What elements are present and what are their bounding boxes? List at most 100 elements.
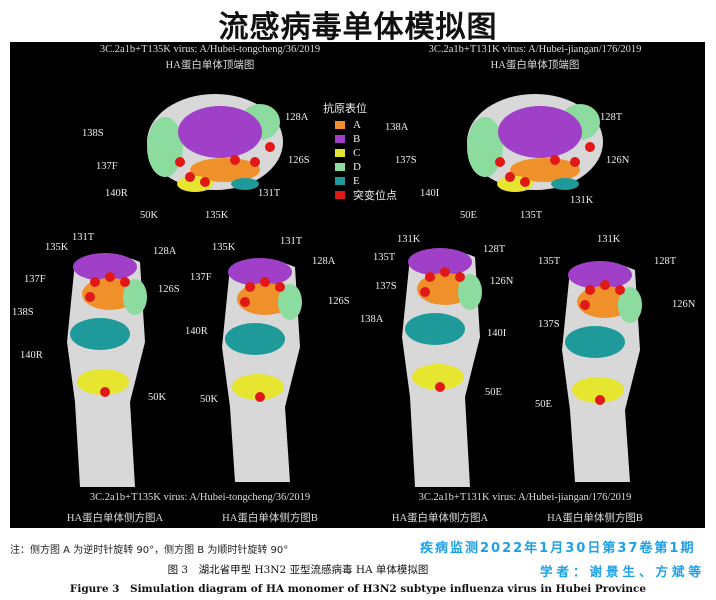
epitope-b: [178, 106, 262, 158]
legend-swatch: [335, 163, 345, 171]
mutation-site: [455, 272, 465, 282]
mutation-site: [580, 300, 590, 310]
caption-chinese: 图 3 湖北省甲型 H3N2 亚型流感病毒 HA 单体模拟图: [167, 564, 429, 576]
site-label: 131K: [397, 234, 421, 245]
epitope-e: [231, 178, 259, 190]
mutation-site: [240, 297, 250, 307]
mutation-site: [495, 157, 505, 167]
epitope-c: [572, 377, 624, 403]
mutation-site: [250, 157, 260, 167]
epitope-e: [225, 323, 285, 355]
mutation-site: [600, 280, 610, 290]
epitope-c: [232, 374, 284, 400]
epitope-e: [70, 318, 130, 350]
legend-item: 突变位点: [335, 188, 397, 202]
mutation-site: [585, 285, 595, 295]
left-side-b-title: HA蛋白单体侧方图B: [222, 513, 318, 524]
site-label: 50E: [535, 399, 552, 410]
epitope-b: [408, 248, 472, 276]
site-label: 135K: [45, 242, 69, 253]
legend-title: 抗原表位: [323, 103, 367, 115]
epitope-b: [228, 258, 292, 286]
legend-swatch: [335, 135, 345, 143]
site-label: 131T: [280, 236, 303, 247]
site-label: 126N: [490, 276, 514, 287]
site-label: 128T: [600, 112, 623, 123]
site-label: 140I: [420, 188, 440, 199]
caption-english: Figure 3 Simulation diagram of HA monome…: [69, 583, 647, 595]
epitope-d: [147, 117, 183, 177]
right-top-view-title: HA蛋白单体顶端图: [490, 60, 580, 71]
site-label: 137S: [375, 281, 397, 292]
authors-watermark: 学者：谢景生、方斌等: [540, 564, 706, 579]
mutation-site: [585, 142, 595, 152]
site-label: 50K: [140, 210, 159, 221]
site-label: 140R: [20, 350, 43, 361]
mutation-site: [615, 285, 625, 295]
legend-label: A: [353, 119, 361, 131]
mutation-site: [100, 387, 110, 397]
legend-item: C: [335, 146, 397, 160]
legend-swatch: [335, 191, 345, 199]
epitope-d: [458, 274, 482, 310]
site-label: 128T: [654, 256, 677, 267]
legend-label: C: [353, 147, 361, 159]
legend-item: D: [335, 160, 397, 174]
mutation-site: [255, 392, 265, 402]
mutation-site: [120, 277, 130, 287]
epitope-a: [510, 158, 580, 182]
mutation-site: [570, 157, 580, 167]
mutation-site: [505, 172, 515, 182]
mutation-site: [275, 282, 285, 292]
right-side-a-title: HA蛋白单体侧方图A: [391, 513, 489, 524]
mutation-site: [230, 155, 240, 165]
epitope-c: [77, 369, 129, 395]
mutation-site: [595, 395, 605, 405]
site-label: 140R: [105, 188, 128, 199]
legend-swatch: [335, 177, 345, 185]
epitope-d: [618, 287, 642, 323]
site-label: 135K: [205, 210, 229, 221]
site-label: 126S: [158, 284, 180, 295]
mutation-site: [260, 277, 270, 287]
left-virus-header: 3C.2a1b+T135K virus: A/Hubei-tongcheng/3…: [99, 44, 321, 55]
legend-label: B: [353, 133, 361, 145]
site-label: 128T: [483, 244, 506, 255]
epitope-e: [405, 313, 465, 345]
mutation-site: [90, 277, 100, 287]
site-label: 50E: [460, 210, 477, 221]
mutation-site: [245, 282, 255, 292]
right-virus-header: 3C.2a1b+T131K virus: A/Hubei-jiangan/176…: [428, 44, 642, 55]
side-view-surface: [222, 259, 300, 482]
mutation-site: [265, 142, 275, 152]
site-label: 137F: [96, 161, 118, 172]
site-label: 138S: [82, 128, 104, 139]
legend-label: D: [353, 161, 361, 173]
right-virus-footer: 3C.2a1b+T131K virus: A/Hubei-jiangan/176…: [418, 492, 632, 503]
figure-note: 注：侧方图 A 为逆时针旋转 90°，侧方图 B 为顺时针旋转 90°: [10, 545, 289, 556]
legend-swatch: [335, 121, 345, 129]
left-top-view-title: HA蛋白单体顶端图: [165, 60, 255, 71]
mutation-site: [425, 272, 435, 282]
mutation-site: [185, 172, 195, 182]
legend-item: A: [335, 118, 397, 132]
mutation-site: [105, 272, 115, 282]
site-label: 50E: [485, 387, 502, 398]
site-label: 138S: [12, 307, 34, 318]
site-label: 126N: [606, 155, 630, 166]
site-label: 135T: [538, 256, 561, 267]
site-label: 138A: [385, 122, 409, 133]
site-label: 128A: [153, 246, 177, 257]
legend-swatch: [335, 149, 345, 157]
site-label: 135K: [212, 242, 236, 253]
legend-label: E: [353, 175, 360, 187]
site-label: 126N: [672, 299, 696, 310]
mutation-site: [175, 157, 185, 167]
site-label: 140I: [487, 328, 507, 339]
site-label: 131K: [597, 234, 621, 245]
left-virus-footer: 3C.2a1b+T135K virus: A/Hubei-tongcheng/3…: [89, 492, 311, 503]
mutation-site: [200, 177, 210, 187]
epitope-c: [412, 364, 464, 390]
site-label: 50K: [200, 394, 219, 405]
epitope-e: [565, 326, 625, 358]
